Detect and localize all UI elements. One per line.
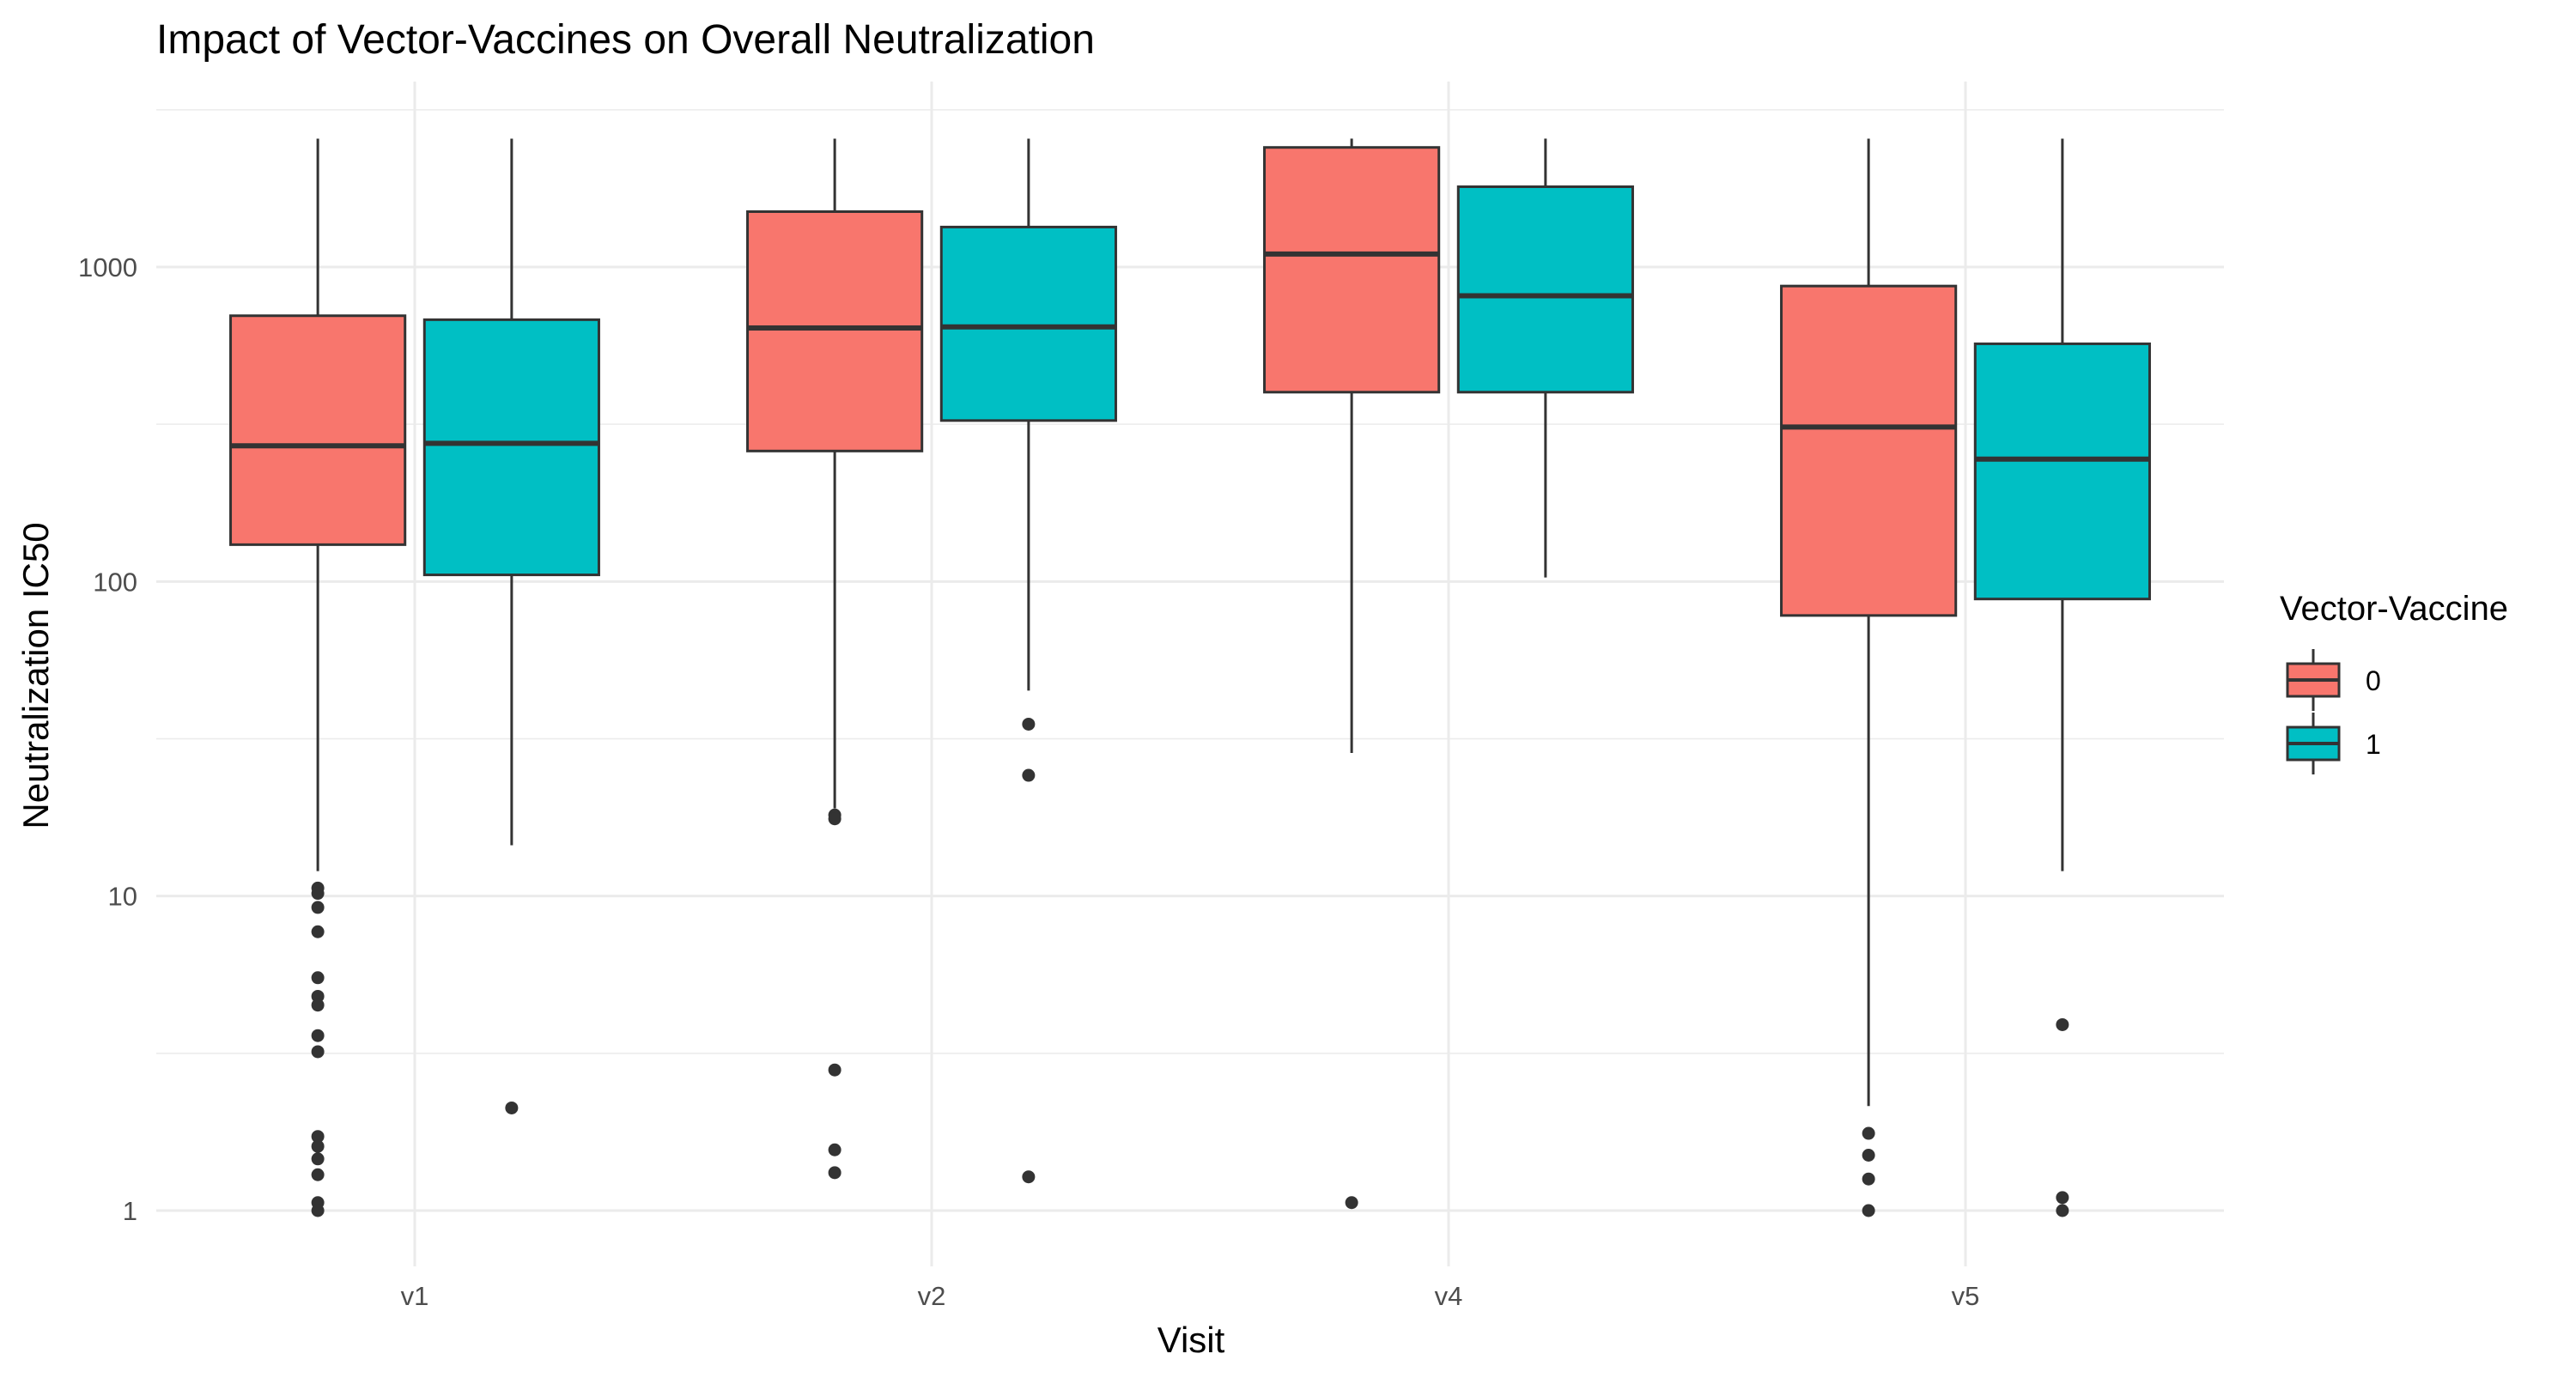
legend-keys: 01: [2286, 649, 2381, 774]
outlier-point: [311, 925, 325, 938]
x-tick-label: v5: [1952, 1281, 1980, 1311]
outlier-point: [1022, 717, 1036, 731]
box-layer: [229, 138, 2151, 1217]
legend: Vector-Vaccine 01: [2280, 590, 2508, 774]
outlier-point: [311, 1045, 325, 1059]
iqr-box: [939, 225, 1117, 422]
x-axis-title: Visit: [1157, 1320, 1225, 1360]
box-v4-series-1: [1456, 138, 1634, 578]
y-tick-label: 100: [93, 567, 137, 597]
outlier-point: [311, 901, 325, 914]
outlier-point: [1862, 1126, 1875, 1140]
outlier-point: [1022, 768, 1036, 782]
outlier-point: [828, 1143, 841, 1156]
outlier-point: [1345, 1196, 1358, 1210]
box-v1-series-1: [422, 138, 600, 1114]
outlier-point: [311, 887, 325, 901]
outlier-point: [311, 971, 325, 985]
box-v1-series-0: [229, 138, 407, 1217]
outlier-point: [828, 812, 841, 826]
iqr-box: [1780, 284, 1958, 617]
outlier-point: [505, 1101, 519, 1114]
legend-label: 0: [2366, 665, 2381, 696]
box-v4-series-0: [1263, 138, 1441, 1210]
outlier-point: [1862, 1148, 1875, 1162]
outlier-point: [1022, 1170, 1036, 1184]
legend-label: 1: [2366, 729, 2381, 760]
axis-labels: 1 10 100 1000 v1 v2 v4 v5: [78, 252, 1979, 1311]
y-tick-label: 1000: [78, 252, 137, 282]
outlier-point: [1862, 1172, 1875, 1186]
iqr-box: [1973, 342, 2151, 601]
iqr-box: [1456, 185, 1634, 394]
outlier-point: [311, 1139, 325, 1153]
x-tick-label: v2: [918, 1281, 946, 1311]
box-v5-series-1: [1973, 138, 2151, 1217]
outlier-point: [311, 1130, 325, 1144]
outlier-point: [311, 1152, 325, 1166]
outlier-point: [1862, 1204, 1875, 1217]
outlier-point: [311, 1029, 325, 1042]
outlier-point: [828, 1166, 841, 1180]
legend-title: Vector-Vaccine: [2280, 590, 2508, 628]
y-tick-label: 10: [108, 882, 137, 912]
outlier-point: [311, 989, 325, 1003]
grid-lines: [156, 82, 2224, 1266]
chart-title: Impact of Vector-Vaccines on Overall Neu…: [156, 17, 1095, 63]
iqr-box: [1263, 146, 1441, 394]
iqr-box: [422, 318, 600, 577]
y-axis-title: Neutralization IC50: [15, 522, 56, 829]
iqr-box: [746, 209, 924, 452]
outlier-point: [311, 999, 325, 1012]
box-v5-series-0: [1780, 138, 1958, 1217]
legend-entry-0: 0: [2286, 649, 2381, 711]
outlier-point: [311, 1168, 325, 1181]
x-tick-label: v4: [1435, 1281, 1463, 1311]
box-v2-series-1: [939, 138, 1117, 1184]
x-tick-label: v1: [401, 1281, 429, 1311]
y-tick-label: 1: [123, 1196, 137, 1226]
outlier-point: [311, 1204, 325, 1217]
legend-entry-1: 1: [2286, 713, 2381, 774]
outlier-point: [2056, 1191, 2069, 1205]
box-v2-series-0: [746, 138, 924, 1180]
outlier-point: [2056, 1204, 2069, 1217]
iqr-box: [229, 314, 407, 546]
outlier-point: [828, 1063, 841, 1077]
outlier-point: [2056, 1017, 2069, 1031]
